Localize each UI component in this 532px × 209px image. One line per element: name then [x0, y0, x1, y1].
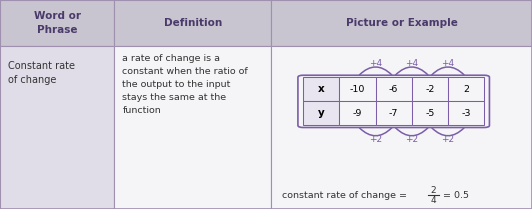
- Text: -7: -7: [389, 109, 398, 118]
- Text: -10: -10: [350, 85, 365, 94]
- Bar: [271, 46, 532, 209]
- Text: +2: +2: [369, 135, 382, 144]
- Text: = 0.5: = 0.5: [443, 191, 469, 200]
- Text: -2: -2: [425, 85, 435, 94]
- Text: Definition: Definition: [164, 18, 222, 28]
- Bar: [448, 77, 484, 101]
- Bar: [376, 77, 412, 101]
- Bar: [0, 46, 114, 209]
- Bar: [339, 77, 376, 101]
- Text: +4: +4: [442, 59, 454, 68]
- Text: x: x: [318, 84, 325, 94]
- Text: y: y: [318, 108, 325, 118]
- Text: Constant rate
of change: Constant rate of change: [8, 61, 75, 85]
- Text: Picture or Example: Picture or Example: [346, 18, 458, 28]
- Bar: [114, 0, 271, 46]
- Text: +4: +4: [369, 59, 382, 68]
- Text: Word or
Phrase: Word or Phrase: [34, 11, 81, 35]
- Text: -9: -9: [353, 109, 362, 118]
- Bar: [303, 77, 339, 101]
- Text: 2: 2: [463, 85, 469, 94]
- Bar: [0, 0, 114, 46]
- Text: 4: 4: [431, 196, 436, 205]
- Text: +2: +2: [405, 135, 418, 144]
- Bar: [448, 101, 484, 125]
- Bar: [271, 0, 532, 46]
- Text: +4: +4: [405, 59, 418, 68]
- Text: a rate of change is a
constant when the ratio of
the output to the input
stays t: a rate of change is a constant when the …: [122, 54, 248, 115]
- Text: -3: -3: [461, 109, 471, 118]
- Text: +2: +2: [442, 135, 454, 144]
- Bar: [376, 101, 412, 125]
- Text: -6: -6: [389, 85, 398, 94]
- Bar: [412, 77, 448, 101]
- Bar: [114, 46, 271, 209]
- Bar: [339, 101, 376, 125]
- Text: 2: 2: [431, 186, 436, 195]
- Bar: [412, 101, 448, 125]
- Text: -5: -5: [425, 109, 435, 118]
- Bar: [303, 101, 339, 125]
- Text: constant rate of change =: constant rate of change =: [282, 191, 410, 200]
